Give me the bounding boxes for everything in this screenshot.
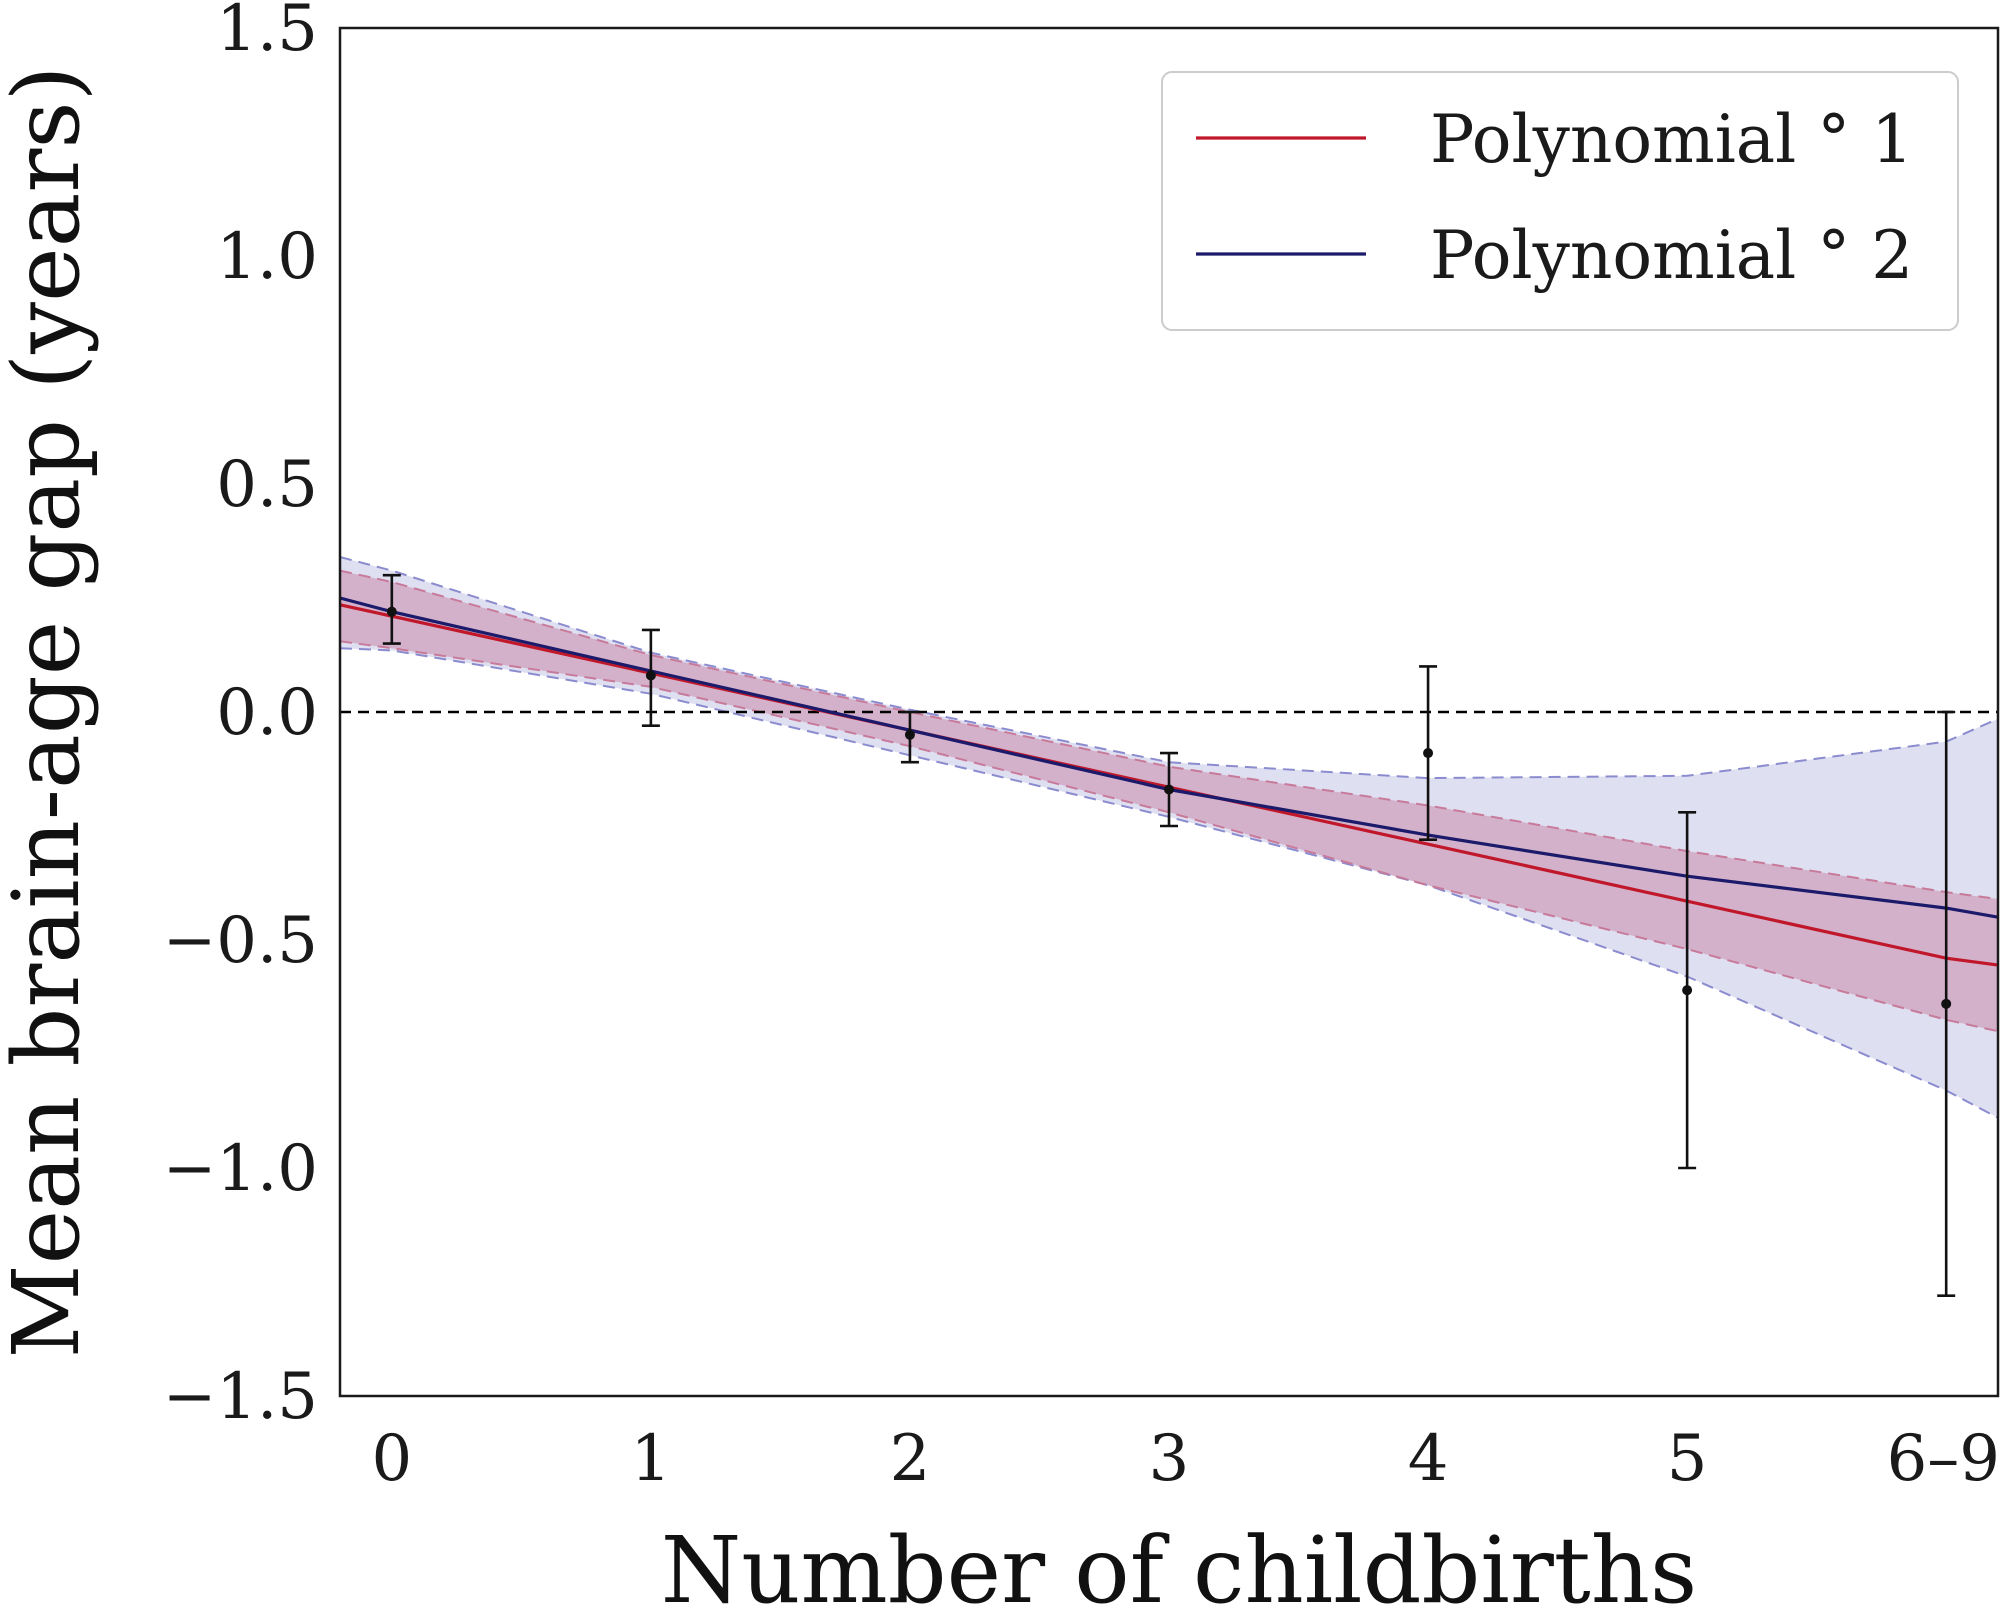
x-tick-label: 3: [1149, 1422, 1190, 1496]
confidence-bands: [340, 557, 1998, 1118]
x-tick-label: 4: [1408, 1422, 1449, 1496]
y-tick-label: 0.5: [216, 448, 318, 522]
error-bar-2: [900, 710, 919, 764]
y-tick-label: −1.5: [163, 1360, 318, 1434]
mean-point: [904, 729, 915, 740]
mean-point: [645, 670, 656, 681]
plot-frame: [338, 26, 2000, 1398]
y-axis-ticks: 1.5 1.0 0.5 0.0 −0.5 −1.0 −1.5: [163, 0, 318, 1434]
error-bar-4: [1419, 665, 1438, 841]
mean-point: [1423, 748, 1434, 759]
x-tick-label: 5: [1667, 1422, 1708, 1496]
x-tick-label: 1: [631, 1422, 672, 1496]
mean-point: [1682, 985, 1693, 996]
legend-label-2: Polynomial ° 2: [1430, 217, 1913, 294]
error-bars: [382, 573, 1956, 1297]
x-axis-ticks: 0 1 2 3 4 5 6–9: [371, 1422, 2000, 1496]
error-bar-5: [1678, 811, 1697, 1170]
y-tick-label: 1.0: [216, 220, 318, 294]
legend: Polynomial ° 1 Polynomial ° 2: [1161, 71, 1959, 331]
band-upper-edge-1: [339, 569, 1999, 900]
x-tick-label: 6–9: [1887, 1422, 2000, 1496]
error-bar-0: [382, 573, 401, 645]
mean-point: [386, 606, 397, 617]
legend-label-1: Polynomial ° 1: [1430, 101, 1913, 178]
mean-point: [1941, 998, 1952, 1009]
y-tick-label: −0.5: [163, 904, 318, 978]
mean-point: [1164, 784, 1174, 795]
y-tick-label: −1.0: [163, 1132, 318, 1206]
error-bar-6: [1937, 710, 1956, 1297]
x-tick-label: 0: [371, 1422, 412, 1496]
y-tick-label: 0.0: [216, 676, 318, 750]
band-upper-edge-2: [339, 556, 1999, 780]
y-tick-label: 1.5: [216, 0, 318, 66]
x-tick-label: 2: [890, 1422, 931, 1496]
error-bar-1: [641, 628, 660, 727]
x-axis-title: Number of childbirths: [661, 1517, 1697, 1616]
y-axis-title: Mean brain-age gap (years): [0, 65, 100, 1358]
error-bar-3: [1160, 751, 1178, 828]
